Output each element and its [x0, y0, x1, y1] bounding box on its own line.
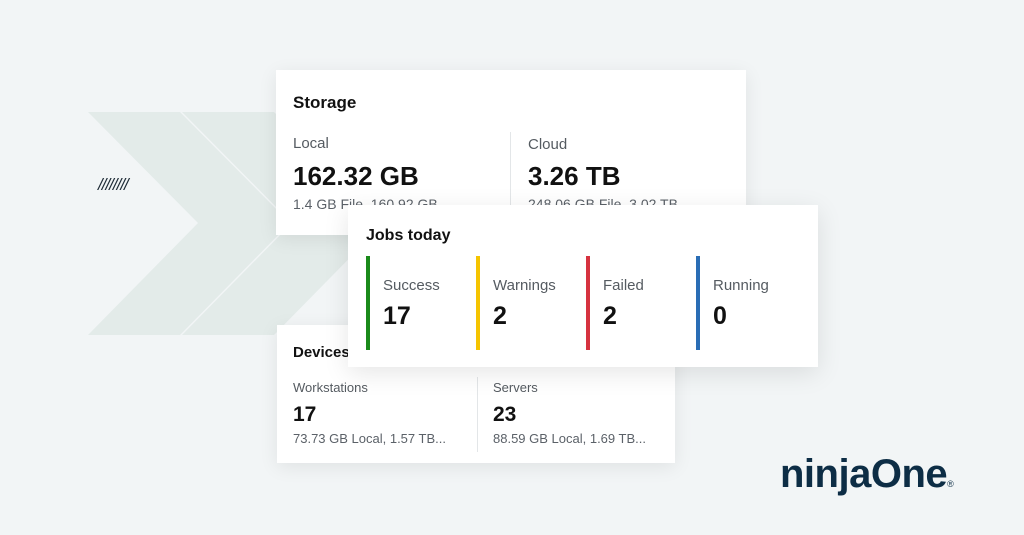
ninjaone-logo: ninjaOne®	[780, 452, 954, 497]
divider	[510, 132, 511, 212]
divider	[477, 377, 478, 452]
workstations-label: Workstations	[293, 380, 368, 395]
logo-text: ninjaOne	[780, 452, 948, 496]
cloud-label: Cloud	[528, 136, 568, 153]
job-value-success: 17	[383, 302, 411, 330]
jobs-card: Jobs today Success 17 Warnings 2 Failed …	[348, 205, 818, 367]
local-value: 162.32 GB	[293, 161, 419, 191]
workstations-detail: 73.73 GB Local, 1.57 TB...	[293, 431, 446, 446]
cloud-value: 3.26 TB	[528, 161, 621, 191]
job-label-failed: Failed	[603, 277, 644, 294]
workstations-value: 17	[293, 403, 317, 426]
storage-title: Storage	[293, 93, 357, 112]
slash-decoration: ////////	[98, 175, 129, 194]
job-label-warnings: Warnings	[493, 277, 556, 294]
job-label-running: Running	[713, 277, 769, 294]
job-status-bar-warnings	[476, 256, 480, 350]
servers-label: Servers	[493, 380, 538, 395]
job-value-running: 0	[713, 302, 727, 330]
servers-detail: 88.59 GB Local, 1.69 TB...	[493, 431, 646, 446]
job-status-bar-success	[366, 256, 370, 350]
local-label: Local	[293, 135, 329, 152]
job-label-success: Success	[383, 277, 440, 294]
job-value-warnings: 2	[493, 302, 507, 330]
job-value-failed: 2	[603, 302, 617, 330]
servers-value: 23	[493, 403, 517, 426]
job-status-bar-failed	[586, 256, 590, 350]
jobs-title: Jobs today	[366, 227, 451, 244]
job-status-bar-running	[696, 256, 700, 350]
devices-title: Devices	[293, 344, 350, 361]
registered-mark: ®	[947, 479, 954, 489]
